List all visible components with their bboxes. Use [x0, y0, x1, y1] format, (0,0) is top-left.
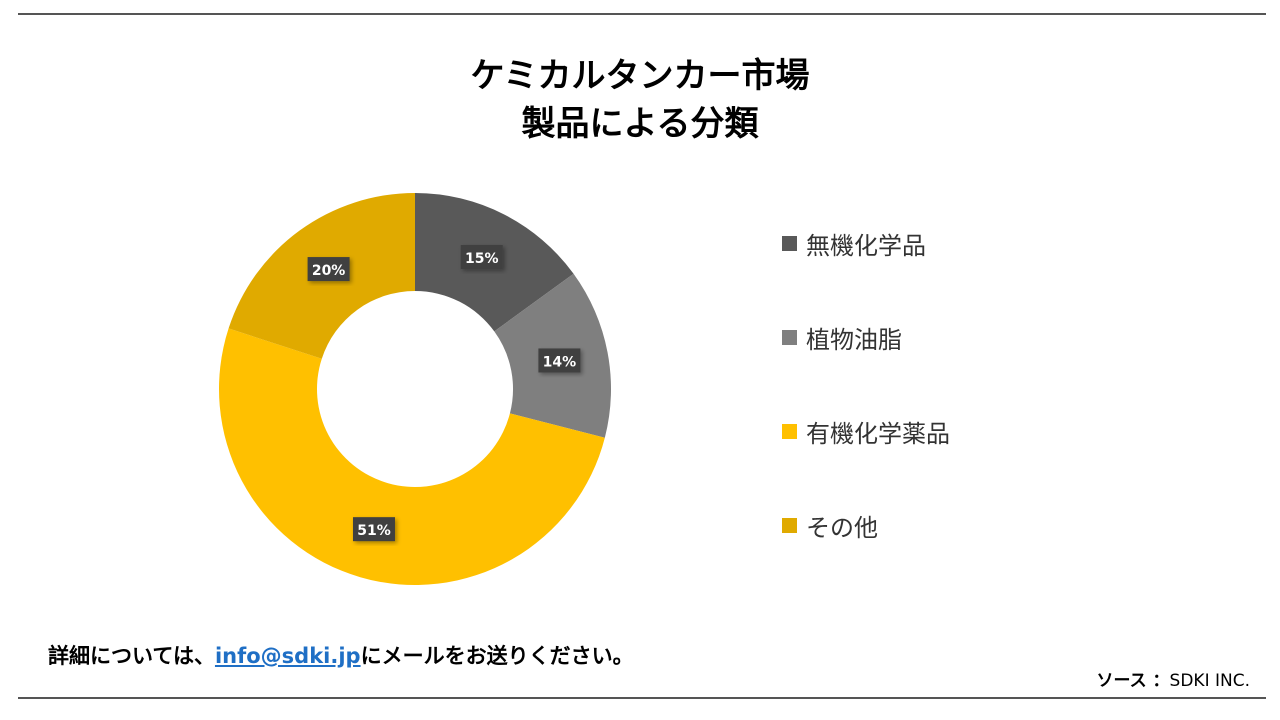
top-rule [18, 13, 1266, 15]
chart-title: ケミカルタンカー市場 [470, 56, 810, 96]
data-label: 14% [538, 348, 581, 373]
data-label-box [460, 245, 503, 270]
data-label: 20% [307, 257, 350, 282]
data-label-text: 14% [543, 354, 577, 370]
data-label: 51% [352, 517, 395, 542]
legend-label: 植物油脂 [806, 326, 902, 354]
contact-email-link[interactable]: info@sdki.jp [214, 644, 361, 668]
data-label-box [307, 257, 350, 282]
contact-note: 詳細については、info@sdki.jpにメールをお送りください。 [48, 640, 634, 670]
donut-chart: 15% 14% 51% 20% [218, 193, 611, 586]
bottom-rule [18, 697, 1266, 699]
data-label-box [352, 517, 395, 542]
legend-label: 有機化学薬品 [806, 420, 950, 448]
slice-organic [218, 328, 605, 586]
data-label-text: 15% [465, 251, 499, 267]
data-label-text: 51% [357, 523, 391, 539]
data-label: 15% [460, 245, 503, 270]
legend-item-other: その他 [782, 508, 878, 543]
source-value: SDKI INC. [1169, 671, 1250, 691]
source-credit: ソース ：SDKI INC. [1096, 666, 1250, 691]
contact-suffix: にメールをお送りください。 [360, 644, 634, 668]
legend-item-vegetable-oil: 植物油脂 [782, 320, 902, 355]
legend-label: その他 [806, 514, 878, 542]
data-label-box [538, 348, 581, 373]
legend-label: 無機化学品 [806, 232, 926, 260]
legend-swatch [782, 424, 797, 439]
legend-swatch [782, 330, 797, 345]
legend-item-inorganic: 無機化学品 [782, 226, 926, 261]
data-label-text: 20% [312, 263, 346, 279]
chart-subtitle: 製品による分類 [521, 104, 759, 144]
legend-item-organic: 有機化学薬品 [782, 414, 950, 449]
contact-prefix: 詳細については、 [48, 644, 215, 668]
legend-swatch [782, 236, 797, 251]
source-label: ソース ： [1096, 671, 1170, 691]
legend-swatch [782, 518, 797, 533]
